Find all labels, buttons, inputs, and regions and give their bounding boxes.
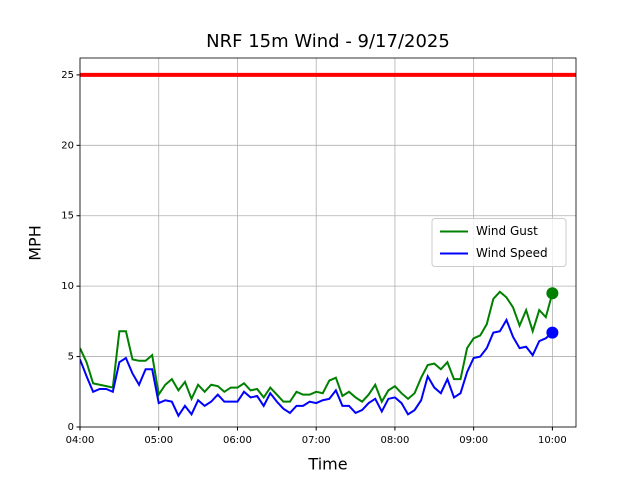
y-tick-label: 10 <box>61 281 74 292</box>
x-tick-label: 04:00 <box>66 435 95 446</box>
end-marker <box>546 287 559 300</box>
end-marker <box>546 326 559 339</box>
y-tick-label: 0 <box>68 422 74 433</box>
y-tick-label: 5 <box>68 352 74 363</box>
chart-title: NRF 15m Wind - 9/17/2025 <box>206 31 450 52</box>
y-axis-label: MPH <box>26 225 45 260</box>
x-axis-label: Time <box>307 455 347 474</box>
series-line <box>80 317 554 418</box>
x-tick-label: 10:00 <box>538 435 567 446</box>
legend-label: Wind Gust <box>476 224 538 238</box>
x-tick-label: 05:00 <box>144 435 173 446</box>
y-tick-label: 15 <box>61 211 74 222</box>
x-tick-label: 06:00 <box>223 435 252 446</box>
x-tick-label: 09:00 <box>459 435 488 446</box>
plot-frame <box>79 57 577 428</box>
series-line <box>80 290 554 404</box>
y-tick-label: 25 <box>61 70 74 81</box>
legend: Wind Gust Wind Speed <box>431 218 567 267</box>
legend-label: Wind Speed <box>476 246 548 260</box>
y-tick-label: 20 <box>61 140 74 151</box>
x-tick-label: 07:00 <box>302 435 331 446</box>
x-tick-label: 08:00 <box>381 435 410 446</box>
